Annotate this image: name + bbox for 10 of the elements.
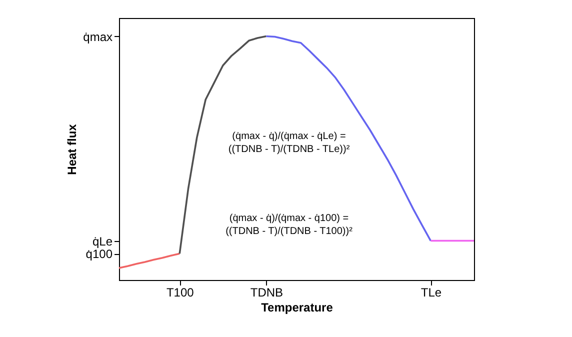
annotation: (q̇max - q̇)/(q̇max - q̇100) = ((TDNB - T)/(TDNB - T100))²: [226, 213, 354, 237]
x-axis-title: Temperature: [261, 300, 334, 314]
x-tick-label: T100: [166, 286, 194, 300]
annotation: (q̇max - q̇)/(q̇max - q̇Le) = ((TDNB - T)/(TDNB - TLe))²: [228, 131, 350, 155]
x-tick-label: TDNB: [250, 286, 284, 300]
text: q̇max: [83, 30, 112, 44]
x-tick-label: TLe: [420, 286, 442, 300]
text: q̇100: [86, 247, 113, 262]
y-axis-title: Heat flux: [65, 124, 80, 175]
text: q̇Le: [92, 234, 113, 248]
